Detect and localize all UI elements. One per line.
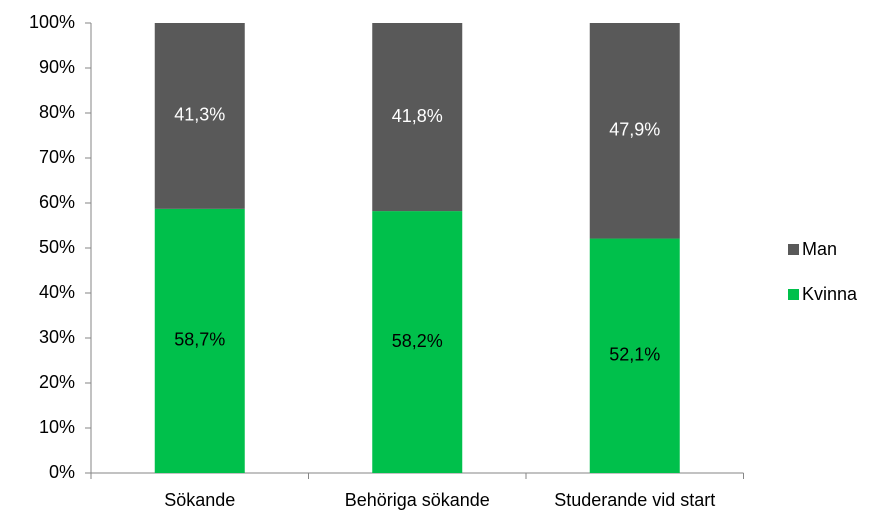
value-label: 52,1% (609, 345, 660, 365)
y-tick-label: 50% (39, 237, 75, 257)
y-tick-label: 80% (39, 102, 75, 122)
y-tick-label: 40% (39, 282, 75, 302)
value-label: 41,3% (174, 105, 225, 125)
y-tick-label: 70% (39, 147, 75, 167)
x-tick-label: Behöriga sökande (345, 490, 490, 510)
x-tick-label: Sökande (164, 490, 235, 510)
bar-segment (154, 23, 245, 209)
legend-label: Man (802, 239, 837, 259)
x-tick-label: Studerande vid start (554, 490, 715, 510)
value-label: 58,2% (392, 331, 443, 351)
legend-swatch (788, 244, 799, 255)
y-tick-label: 90% (39, 57, 75, 77)
bar-segment (589, 23, 680, 239)
y-tick-label: 100% (29, 12, 75, 32)
y-tick-label: 20% (39, 372, 75, 392)
y-tick-label: 30% (39, 327, 75, 347)
bar-segment (372, 211, 463, 473)
bar-segment (154, 208, 245, 473)
y-tick-label: 60% (39, 192, 75, 212)
bar-segment (589, 238, 680, 473)
y-tick-label: 0% (49, 462, 75, 482)
legend-label: Kvinna (802, 284, 858, 304)
value-label: 41,8% (392, 106, 443, 126)
value-label: 47,9% (609, 120, 660, 140)
legend-swatch (788, 289, 799, 300)
y-tick-label: 10% (39, 417, 75, 437)
value-label: 58,7% (174, 330, 225, 350)
bar-segment (372, 23, 463, 212)
